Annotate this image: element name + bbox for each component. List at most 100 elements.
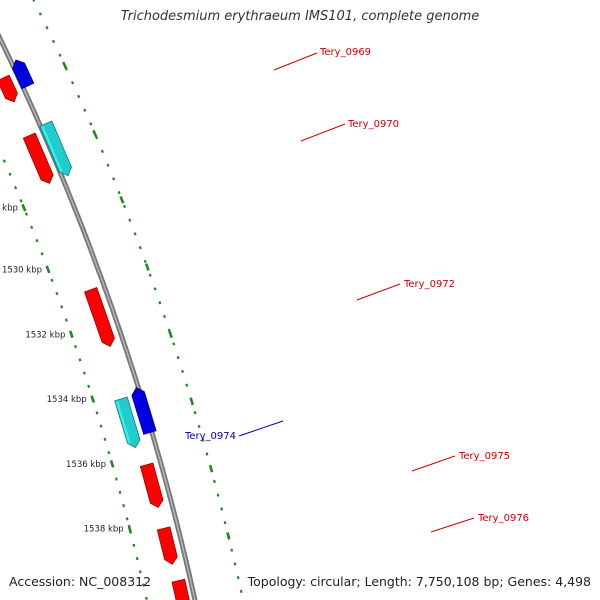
- gene-feature-tery-0969: [12, 59, 35, 90]
- outer-ring-minor-tick: [117, 191, 121, 195]
- gene-feature-tery-0970: [39, 120, 72, 177]
- gene-label-leader-line: [300, 123, 346, 142]
- gene-label-leader-line: [238, 420, 284, 437]
- scale-ring-minor-tick: [8, 172, 12, 177]
- outer-ring-minor-tick: [89, 122, 93, 126]
- scale-ring-minor-tick: [118, 490, 122, 494]
- scale-ring-minor-tick: [55, 291, 59, 296]
- outer-ring-minor-tick: [197, 424, 201, 428]
- accession-text: Accession: NC_008312: [9, 574, 152, 589]
- scale-ring-minor-tick: [82, 371, 86, 375]
- scale-major-tick: [127, 524, 132, 533]
- gene-feature-tery-0969-neighbor: [0, 74, 18, 103]
- scale-ring-minor-tick: [145, 596, 148, 600]
- scale-ring-minor-tick: [95, 411, 99, 415]
- scale-ring-minor-tick: [78, 358, 82, 362]
- outer-ring-minor-tick: [112, 177, 116, 181]
- gene-feature-tery-0975: [139, 462, 164, 509]
- outer-ring-major-tick: [208, 464, 214, 473]
- outer-ring-minor-tick: [185, 383, 189, 387]
- gene-labels-layer: Tery_0969 Tery_0970 Tery_0972 Tery_0974 Tery…: [184, 47, 529, 533]
- scale-major-tick: [109, 460, 115, 468]
- outer-ring-minor-tick: [158, 300, 162, 305]
- outer-ring-major-tick: [62, 61, 68, 70]
- outer-ring-minor-tick: [239, 589, 243, 594]
- gene-feature-tery-0976: [156, 526, 178, 565]
- outer-ring-minor-tick: [236, 576, 240, 580]
- scale-ring-minor-tick: [107, 450, 111, 455]
- scale-major-tick: [21, 203, 27, 212]
- gene-label-leader-line: [356, 283, 401, 301]
- outer-ring-minor-tick: [77, 94, 81, 99]
- outer-ring-minor-tick: [70, 80, 75, 85]
- outer-ring-minor-tick: [106, 163, 110, 167]
- gene-label-tery-0976: Tery_0976: [477, 513, 529, 524]
- scale-ring-minor-tick: [74, 344, 78, 349]
- outer-ring-minor-tick: [193, 410, 197, 415]
- backbone-layer: [0, 32, 198, 600]
- gene-label-leader-line: [411, 455, 456, 472]
- gene-feature-tery-0972: [83, 286, 115, 347]
- scale-tick-label: 1534 kbp: [47, 395, 87, 405]
- gene-feature-tery-0974-rna: [114, 396, 141, 449]
- outer-ring-major-tick: [168, 330, 173, 339]
- scale-ring-minor-tick: [122, 503, 126, 508]
- scale-ring-minor-tick: [60, 305, 64, 309]
- scale-ring-minor-tick: [24, 212, 29, 216]
- outer-ring-minor-tick: [163, 314, 167, 319]
- scale-ring-minor-tick: [103, 437, 107, 442]
- scale-ring-minor-tick: [2, 159, 6, 163]
- gene-feature-tery-0970-neighbor: [22, 132, 54, 184]
- outer-ring-major-tick: [119, 196, 125, 204]
- gene-label-tery-0975: Tery_0975: [458, 451, 510, 462]
- genome-title: Trichodesmium erythraeum IMS101, complet…: [120, 9, 480, 24]
- outer-ring-minor-tick: [38, 12, 42, 16]
- gene-label-tery-0972: Tery_0972: [403, 279, 455, 290]
- outer-ring-minor-tick: [128, 218, 132, 222]
- outer-ring-minor-tick: [220, 507, 224, 511]
- outer-ring-minor-tick: [143, 259, 147, 264]
- scale-ring-minor-tick: [135, 556, 139, 561]
- scale-tick-label: 1538 kbp: [84, 525, 124, 535]
- scale-ring-minor-tick: [64, 318, 68, 322]
- outer-ring-minor-tick: [148, 273, 152, 277]
- outer-ring-minor-tick: [153, 287, 157, 291]
- outer-ring-minor-tick: [58, 53, 62, 57]
- scale-major-tick: [90, 395, 96, 403]
- outer-ring-minor-tick: [51, 39, 56, 44]
- gene-features-layer: [0, 59, 190, 600]
- genome-backbone-highlight: [0, 36, 196, 600]
- scale-ring-minor-tick: [99, 424, 103, 428]
- gene-label-tery-0969: Tery_0969: [319, 47, 371, 58]
- gene-label-leader-line: [273, 52, 318, 71]
- genome-summary-text: Topology: circular; Length: 7,750,108 bp…: [247, 574, 591, 589]
- outer-ring-major-tick: [189, 397, 195, 406]
- outer-ring-minor-tick: [176, 355, 180, 360]
- outer-ring-minor-tick: [172, 342, 176, 346]
- gene-label-leader-line: [430, 517, 475, 533]
- outer-ring-minor-tick: [100, 149, 104, 154]
- scale-tick-label: 1532 kbp: [25, 330, 65, 340]
- scale-ring-minor-tick: [87, 384, 91, 389]
- outer-ring-minor-tick: [223, 521, 227, 525]
- outer-ring-minor-tick: [230, 548, 234, 552]
- scale-ring-minor-tick: [35, 238, 39, 243]
- scale-ring-minor-tick: [114, 477, 118, 481]
- gene-feature-partial: [171, 578, 190, 600]
- outer-ring-minor-tick: [45, 25, 49, 30]
- scale-ring-minor-tick: [132, 543, 136, 547]
- outer-ring-minor-tick: [233, 562, 237, 566]
- outer-ring-minor-tick: [213, 479, 216, 484]
- scale-ring-minor-tick: [19, 199, 23, 203]
- scale-major-tick: [45, 265, 51, 274]
- outer-ring-minor-tick: [205, 452, 209, 456]
- outer-ring-minor-tick: [122, 204, 127, 209]
- outer-ring-major-tick: [92, 129, 98, 138]
- scale-ring-minor-tick: [13, 185, 18, 190]
- scale-ring-minor-tick: [40, 252, 44, 256]
- outer-ring-minor-tick: [181, 369, 185, 374]
- scale-ring-minor-tick: [138, 570, 142, 574]
- outer-ring-minor-tick: [83, 108, 87, 112]
